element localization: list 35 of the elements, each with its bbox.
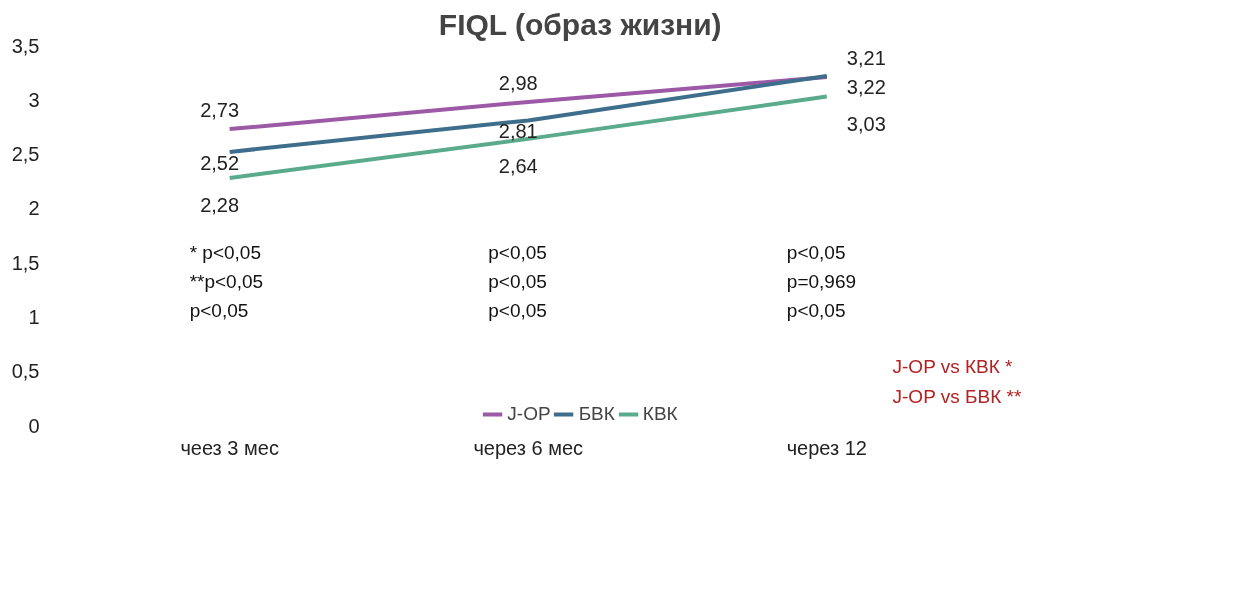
annotation: p<0,05 [189,300,249,322]
y-tick-label: 0 [28,414,40,437]
legend-label: КВК [642,403,678,425]
y-tick-label: 2,5 [11,143,40,166]
annotation: **p<0,05 [189,270,264,292]
data-label: 3,22 [846,75,886,98]
annotation: p<0,05 [786,300,846,322]
legend-label: J-OP [507,403,551,425]
data-label: 2,28 [200,193,240,216]
data-label: 2,64 [498,154,538,177]
annotation: p<0,05 [786,241,846,263]
data-label: 2,81 [498,120,538,143]
y-tick-label: 3 [28,88,40,111]
legend-label: БВК [578,403,615,425]
x-tick-label: чеез 3 мес [180,436,279,459]
x-tick-label: через 12 [786,436,868,459]
data-label: 3,03 [846,112,886,135]
chart-title: FIQL (образ жизни) [438,7,722,41]
annotation: J-OP vs БВК ** [892,386,1022,408]
annotation: p=0,969 [786,270,857,292]
annotation: p<0,05 [488,241,547,263]
annotation: J-OP vs КВК * [892,355,1014,377]
x-tick-label: через 6 мес [473,436,584,459]
annotation: p<0,05 [488,270,547,292]
y-tick-label: 1 [28,305,40,328]
y-tick-label: 0,5 [11,360,40,383]
y-tick-label: 2 [28,197,40,220]
data-label: 2,98 [498,71,538,94]
y-tick-label: 1,5 [11,251,40,274]
data-label: 2,73 [200,99,240,122]
annotation: p<0,05 [488,300,547,322]
data-label: 3,21 [846,46,886,69]
data-label: 2,52 [200,151,240,174]
y-tick-label: 3,5 [11,34,40,57]
annotation: * p<0,05 [189,241,261,263]
